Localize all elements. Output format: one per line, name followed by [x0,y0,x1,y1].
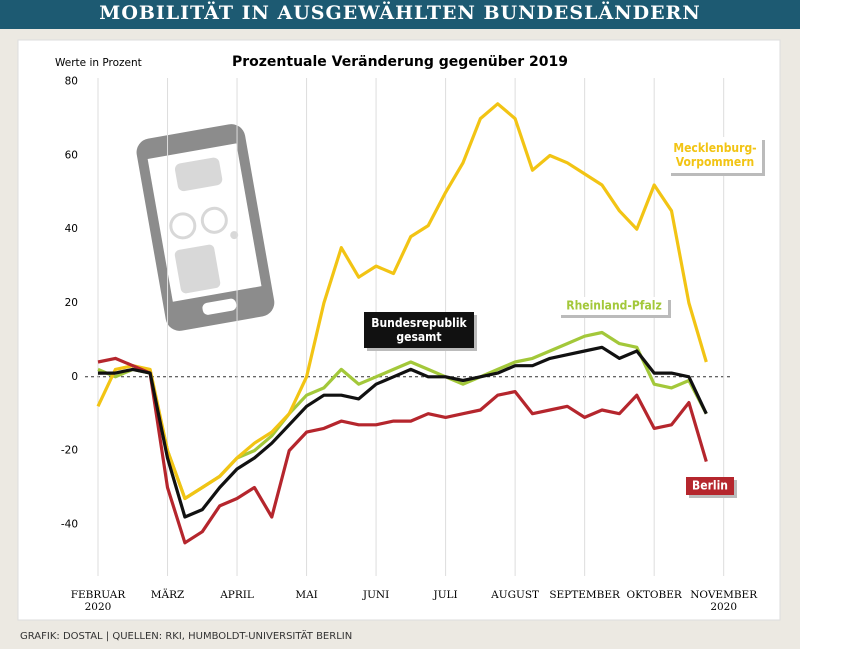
x-tick-label: FEBRUAR 2020 [71,589,127,613]
legend-label: Berlin [692,479,728,493]
x-tick-label: NOVEMBER 2020 [690,589,758,613]
series-line [98,345,708,519]
legend-label: Mecklenburg-Vorpommern [673,141,756,169]
label-box [364,312,474,348]
label-box [686,477,734,495]
x-tick-label: MAI [295,589,317,601]
x-tick-label: JULI [433,589,458,601]
label-box [668,137,762,173]
label-box [558,297,668,315]
y-tick-label: 0 [71,371,78,383]
y-axis-label: Werte in Prozent [55,57,142,69]
phone-icon [136,124,275,331]
y-tick-label: 80 [65,76,78,88]
banner-title: MOBILITÄT IN AUSGEWÄHLTEN BUNDESLÄNDERN [99,1,700,24]
y-tick-label: 40 [65,223,78,235]
x-tick-label: OKTOBER [626,589,682,601]
source: GRAFIK: DOSTAL | QUELLEN: RKI, HUMBOLDT-… [20,629,352,642]
legend-label: Rheinland-Pfalz [566,299,661,313]
chart-title: Prozentuale Veränderung gegenüber 2019 [232,54,568,70]
x-tick-label: SEPTEMBER [549,589,621,601]
legend-label: Bundesrepublik gesamt [371,316,467,344]
series-line [97,356,708,545]
banner [0,0,800,29]
y-tick-label: -40 [61,518,78,530]
x-tick-label: JUNI [362,589,389,601]
y-tick-label: -20 [61,445,78,457]
y-tick-label: 60 [65,149,78,161]
x-tick-label: APRIL [219,589,254,601]
x-tick-label: AUGUST [490,589,539,601]
x-tick-label: MÄRZ [151,587,185,601]
y-tick-label: 20 [65,297,78,309]
series-line [96,102,708,501]
